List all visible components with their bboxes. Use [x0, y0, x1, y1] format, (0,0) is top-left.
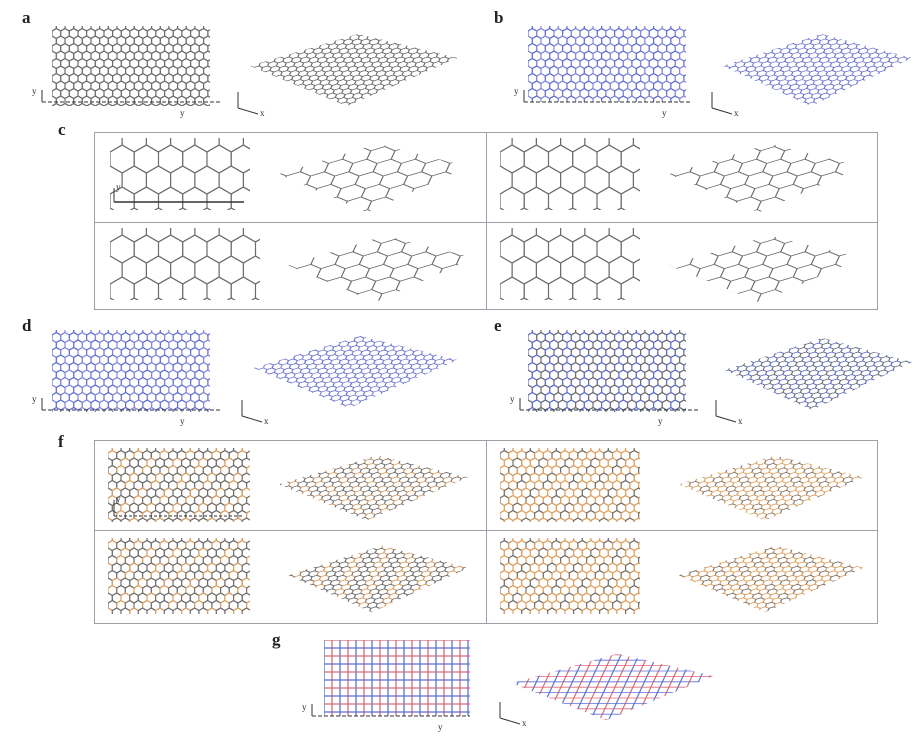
panel-d-top-view-lattice — [52, 330, 210, 412]
panel-d-axis-indicator: y y — [32, 394, 220, 426]
panel-f-structure-1-top — [108, 448, 250, 522]
panel-e-axis-indicator: y y — [510, 394, 698, 426]
panel-f-structure-4-top — [500, 538, 640, 614]
panel-b-perspective-axis: x — [711, 92, 739, 118]
panel-a-perspective-axis: x — [237, 92, 265, 118]
panel-d-perspective-lattice — [254, 336, 458, 408]
panel-g-top-view-lattice — [324, 640, 470, 716]
panel-c-structure-1-top — [110, 138, 250, 210]
panel-label-d: d — [22, 316, 32, 335]
panel-label-f: f — [58, 432, 64, 451]
panel-c-divider-horizontal — [94, 222, 878, 223]
panel-label-a: a — [22, 8, 31, 27]
panel-g-perspective-axis: x — [499, 702, 527, 728]
panel-c-structure-2-perspective — [669, 143, 862, 213]
panel-f-structure-3-perspective — [288, 545, 468, 613]
panel-f-structure-1-perspective — [278, 455, 468, 521]
panel-f-structure-4-perspective — [678, 545, 864, 613]
panel-c-structure-3-perspective — [288, 235, 474, 303]
panel-g-axis-indicator: y y — [302, 702, 470, 732]
panel-b-top-view-lattice — [528, 26, 686, 102]
panel-a-axis-indicator: y y — [32, 86, 220, 118]
panel-a-top-view-lattice — [52, 26, 210, 106]
panel-c-axis-indicator: y — [113, 182, 244, 203]
panel-e-perspective-axis: x — [715, 400, 743, 426]
panel-b-axis-indicator: y y — [514, 86, 692, 118]
panel-g-perspective-lattice — [511, 653, 714, 721]
panel-e-perspective-lattice — [724, 338, 912, 410]
panel-f-divider-horizontal — [94, 530, 878, 531]
panel-label-g: g — [272, 630, 281, 649]
panel-f-divider-vertical — [486, 440, 487, 624]
panel-f-structure-2-top — [500, 448, 640, 522]
panel-f-axis-indicator: y — [113, 494, 244, 517]
panel-f-structure-3-top — [108, 538, 250, 614]
panel-label-c: c — [58, 120, 66, 139]
panel-a-perspective-lattice — [250, 34, 458, 106]
panel-c-structure-4-perspective — [669, 235, 862, 303]
panel-c-structure-2-top — [500, 138, 640, 210]
panel-b-perspective-lattice — [722, 34, 912, 106]
panel-c-structure-1-perspective — [278, 143, 468, 213]
panel-c-structure-4-top — [500, 228, 640, 300]
panel-d-perspective-axis: x — [241, 400, 269, 426]
panel-e-top-view-lattice — [528, 330, 686, 412]
panel-label-b: b — [494, 8, 504, 27]
panel-c-divider-vertical — [486, 132, 487, 310]
panel-label-e: e — [494, 316, 502, 335]
panel-c-structure-3-top — [110, 228, 260, 300]
panel-f-structure-2-perspective — [678, 455, 864, 521]
